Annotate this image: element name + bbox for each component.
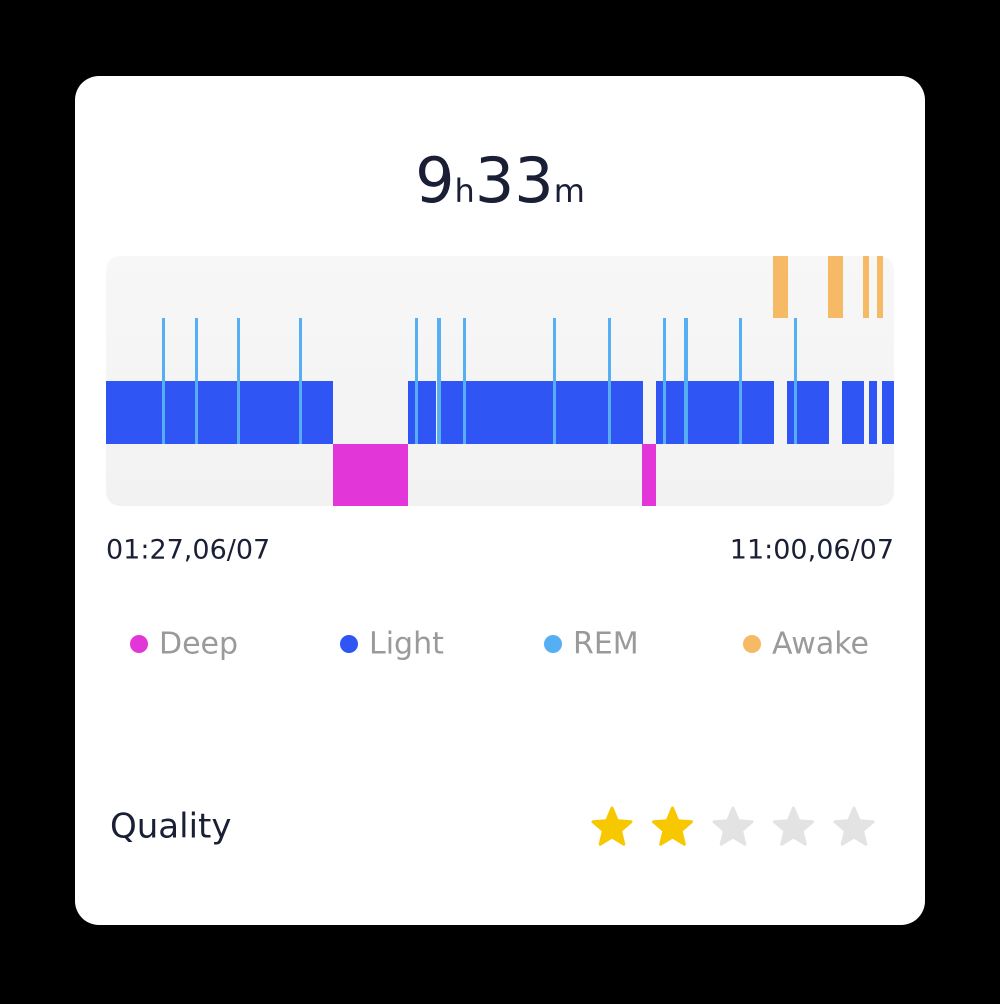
light-segments (106, 381, 894, 444)
rating (591, 806, 875, 846)
star (833, 806, 875, 846)
legend-label: REM (573, 627, 639, 662)
deep-segments (333, 444, 656, 506)
quality-label: Quality (110, 807, 232, 847)
end-time: 11:00,06/07 (730, 535, 894, 566)
legend-label: Deep (159, 627, 238, 662)
legend-dot (130, 635, 148, 653)
hypnogram (106, 256, 894, 506)
minutes-unit: m (554, 172, 585, 210)
legend-dot (544, 635, 562, 653)
awake-segments (773, 256, 883, 318)
star (652, 806, 693, 846)
legend-dot (340, 635, 358, 653)
legend: Deep Light REM Awake (130, 627, 869, 662)
start-time: 01:27,06/07 (106, 535, 270, 566)
hours: 9 (415, 144, 454, 217)
duration: 9h33m (415, 144, 585, 217)
legend-label: Awake (772, 627, 869, 662)
star (773, 806, 814, 846)
star (591, 806, 633, 846)
hours-unit: h (455, 172, 475, 210)
legend-label: Light (369, 627, 444, 662)
star (712, 806, 754, 846)
legend-dot (743, 635, 761, 653)
rem-segments (162, 318, 797, 444)
minutes: 33 (475, 144, 554, 217)
